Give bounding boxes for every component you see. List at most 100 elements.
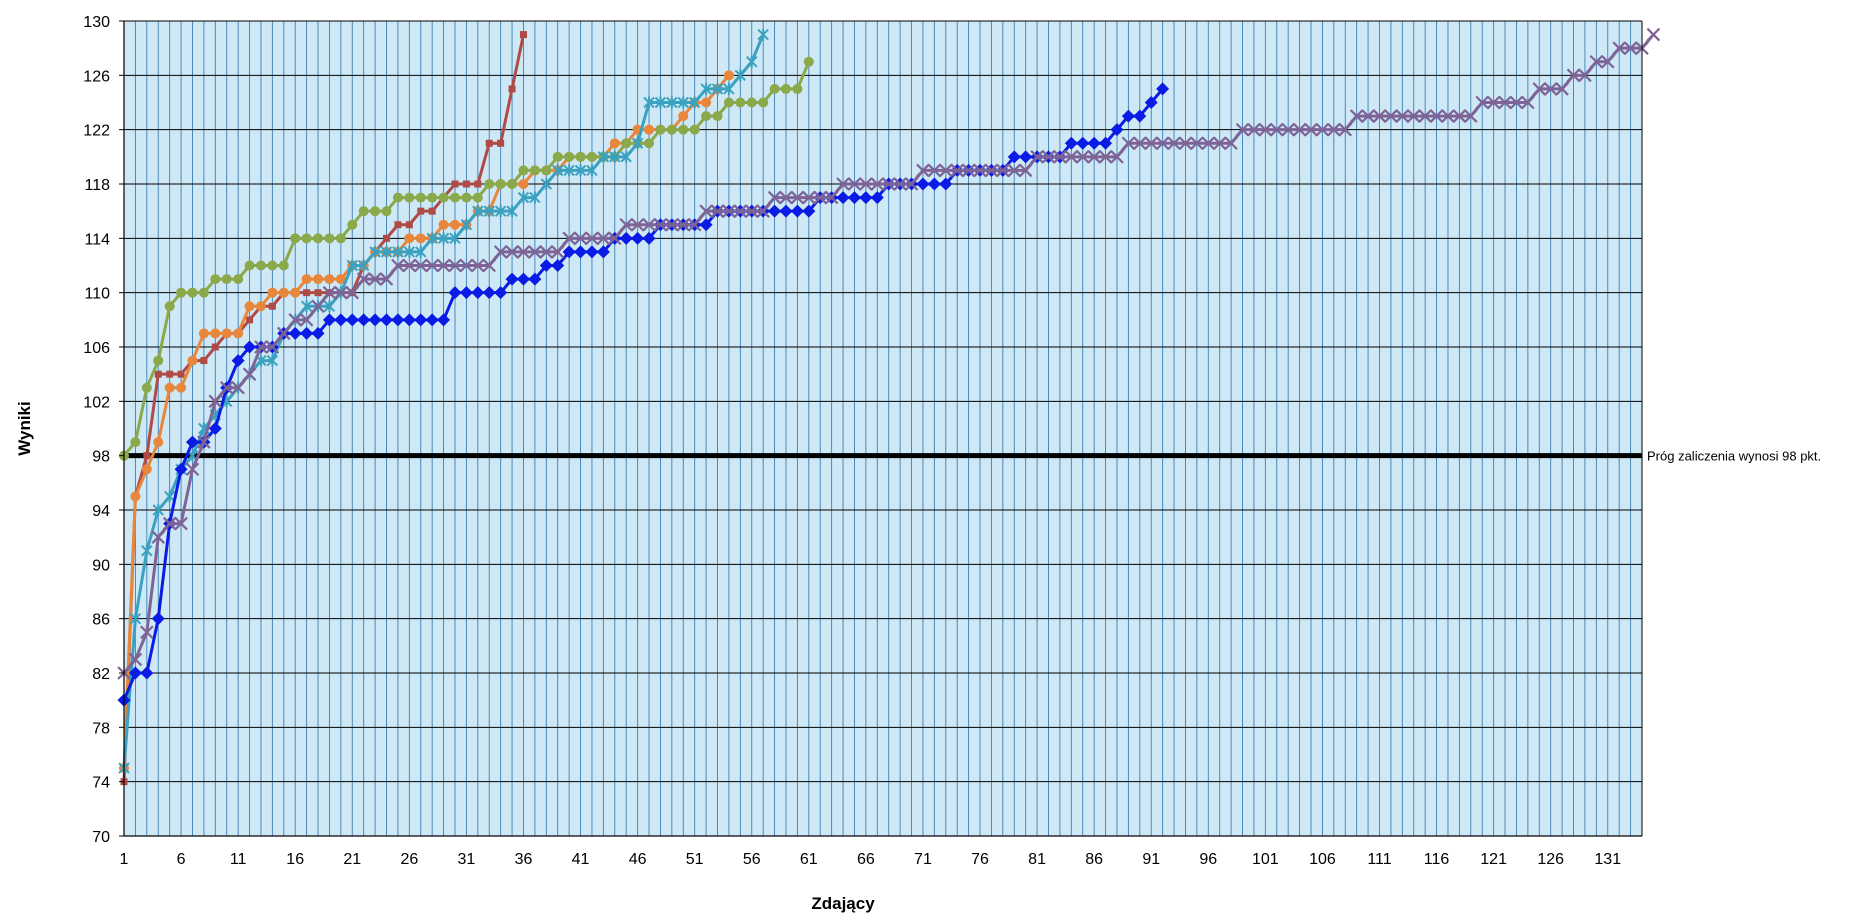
data-point [415, 192, 426, 203]
x-tick-label: 116 [1424, 851, 1450, 868]
data-point [1441, 109, 1455, 123]
data-point [746, 55, 758, 68]
data-point [438, 192, 449, 203]
data-point [1555, 82, 1569, 96]
y-tick-label: 94 [92, 503, 110, 520]
data-point [154, 370, 162, 378]
data-point [268, 302, 276, 310]
data-point [130, 437, 141, 448]
data-point [244, 260, 255, 271]
data-point [562, 245, 576, 259]
data-point [574, 245, 588, 259]
data-point [519, 31, 527, 39]
data-point [357, 259, 370, 272]
data-point [265, 340, 280, 354]
data-point [1087, 150, 1101, 164]
data-point [758, 97, 769, 108]
data-point [619, 231, 633, 245]
y-tick-label: 70 [92, 829, 110, 846]
data-point [552, 164, 564, 177]
data-point [334, 313, 348, 327]
data-point [1532, 82, 1547, 96]
data-point [221, 274, 232, 285]
data-point [1612, 41, 1626, 55]
x-axis-title: Zdający [811, 894, 875, 913]
data-point [1406, 109, 1421, 123]
y-tick-label: 90 [92, 557, 110, 574]
data-point [1292, 122, 1307, 137]
data-point [1509, 95, 1524, 110]
y-tick-label: 86 [92, 612, 110, 629]
x-tick-label: 21 [343, 851, 361, 868]
data-point [746, 97, 757, 108]
data-point [1429, 109, 1444, 123]
x-tick-label: 56 [743, 851, 761, 868]
data-point [460, 218, 473, 231]
data-point [701, 97, 712, 108]
data-point [631, 231, 645, 245]
data-point [346, 259, 358, 272]
data-point [1178, 136, 1193, 151]
data-point [1349, 109, 1364, 123]
data-point [505, 272, 519, 286]
data-point [413, 258, 428, 273]
data-point [1144, 136, 1158, 151]
data-point [881, 177, 896, 191]
y-tick-label: 110 [84, 286, 110, 303]
data-point [1498, 95, 1512, 110]
y-tick-label: 74 [92, 775, 110, 792]
data-point [415, 245, 427, 258]
data-point [1121, 109, 1135, 123]
data-point [313, 233, 324, 244]
data-point [244, 301, 255, 312]
x-tick-label: 81 [1028, 851, 1046, 868]
data-point [586, 164, 598, 177]
data-point [802, 204, 816, 218]
x-tick-label: 71 [914, 851, 932, 868]
x-tick-label: 26 [400, 851, 418, 868]
data-point [414, 313, 428, 327]
data-point [870, 177, 885, 191]
x-tick-label: 86 [1085, 851, 1103, 868]
data-point [950, 163, 964, 178]
data-point [596, 231, 611, 246]
data-point [267, 287, 278, 298]
data-point [904, 177, 919, 191]
data-point [1646, 27, 1661, 42]
data-point [1452, 109, 1467, 123]
data-point [1281, 122, 1295, 137]
data-point [790, 204, 804, 218]
data-point [631, 137, 644, 150]
data-point [847, 177, 862, 191]
data-point [665, 217, 679, 232]
data-point [471, 286, 485, 300]
data-point [164, 382, 175, 393]
data-point [1486, 95, 1501, 110]
data-point [334, 285, 348, 300]
x-tick-label: 66 [857, 851, 875, 868]
data-point [1018, 163, 1033, 178]
data-point [198, 328, 209, 339]
data-point [768, 204, 782, 218]
data-point [699, 218, 713, 232]
data-point [392, 192, 403, 203]
data-point [152, 504, 164, 516]
data-point [756, 204, 770, 218]
data-point [402, 313, 416, 327]
data-point [404, 192, 415, 203]
data-point [176, 287, 187, 298]
data-point [1327, 122, 1341, 137]
data-point [185, 462, 200, 477]
x-tick-label: 96 [1199, 851, 1217, 868]
data-point [516, 245, 531, 259]
data-point [290, 233, 301, 244]
data-point [505, 245, 519, 259]
data-point [984, 163, 999, 178]
y-tick-label: 78 [92, 720, 110, 737]
data-point [859, 191, 873, 205]
data-point [689, 124, 700, 135]
data-point [267, 260, 278, 271]
y-tick-label: 106 [83, 340, 110, 357]
data-point [345, 313, 359, 327]
data-point [255, 260, 266, 271]
